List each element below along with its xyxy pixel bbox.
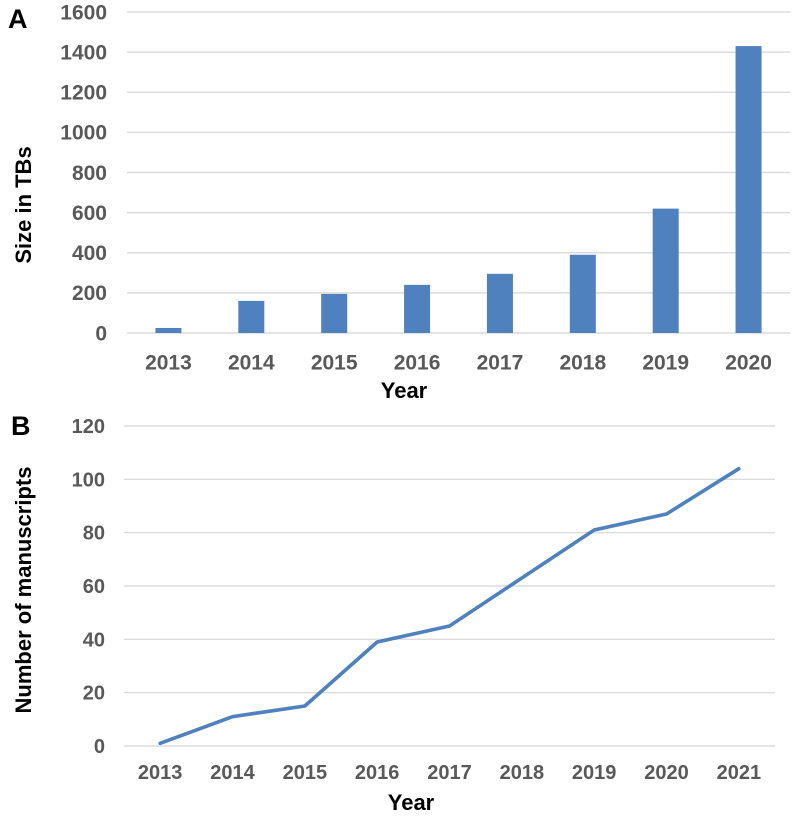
x-tick-label: 2013 [138, 762, 183, 784]
y-tick-label: 80 [83, 523, 105, 545]
y-tick-label: 60 [83, 576, 105, 598]
y-tick-label: 800 [72, 162, 107, 185]
panel-a-x-axis-title: Year [380, 378, 428, 403]
x-tick-label: 2013 [145, 351, 192, 374]
data-line [158, 466, 741, 746]
x-tick-label: 2019 [642, 351, 689, 374]
x-tick-label: 2018 [559, 351, 606, 374]
y-tick-label: 0 [94, 736, 105, 758]
y-tick-label: 100 [72, 469, 105, 491]
x-tick-label: 2014 [228, 351, 275, 374]
y-tick-label: 1000 [60, 122, 107, 145]
y-tick-label: 0 [95, 322, 107, 345]
y-tick-label: 200 [72, 282, 107, 305]
x-tick-label: 2017 [427, 762, 472, 784]
bar-2019 [652, 208, 679, 333]
y-tick-label: 1200 [60, 82, 107, 105]
bar-2015 [321, 293, 348, 333]
panel-a-plot: 0 200 400 600 800 1000 1200 1400 1600 2013 2014 201… [60, 1, 790, 374]
y-tick-label: 20 [83, 683, 105, 705]
x-tick-label: 2020 [644, 762, 689, 784]
x-tick-label: 2017 [477, 351, 524, 374]
bar-2014 [238, 300, 265, 333]
x-tick-label: 2015 [311, 351, 358, 374]
x-tick-label: 2014 [210, 762, 255, 784]
panel-a-letter: A [8, 4, 28, 34]
bar-2013 [155, 327, 182, 333]
x-tick-label: 2020 [725, 351, 772, 374]
panel-b-letter: B [11, 411, 31, 441]
bar-2018 [569, 254, 596, 333]
x-tick-label: 2018 [500, 762, 545, 784]
bar-2016 [404, 284, 431, 333]
y-tick-label: 40 [83, 629, 105, 651]
bar-2017 [486, 273, 513, 333]
panel-b-plot: 0 20 40 60 80 100 120 2013 2014 2015 2016 2017 2018 2… [72, 416, 775, 784]
x-tick-label: 2016 [394, 351, 441, 374]
x-tick-label: 2016 [355, 762, 400, 784]
bar-2020 [735, 46, 762, 333]
panel-b-x-axis-title: Year [387, 790, 435, 815]
y-tick-label: 1400 [60, 41, 107, 64]
y-tick-label: 120 [72, 416, 105, 438]
panel-a-y-axis-title: Size in TBs [11, 146, 36, 264]
y-tick-label: 400 [72, 242, 107, 265]
x-tick-label: 2021 [717, 762, 762, 784]
panel-b-y-axis-title: Number of manuscripts [11, 466, 36, 714]
x-tick-label: 2015 [283, 762, 328, 784]
y-tick-label: 1600 [60, 1, 107, 24]
x-tick-label: 2019 [572, 762, 617, 784]
y-tick-label: 600 [72, 202, 107, 225]
